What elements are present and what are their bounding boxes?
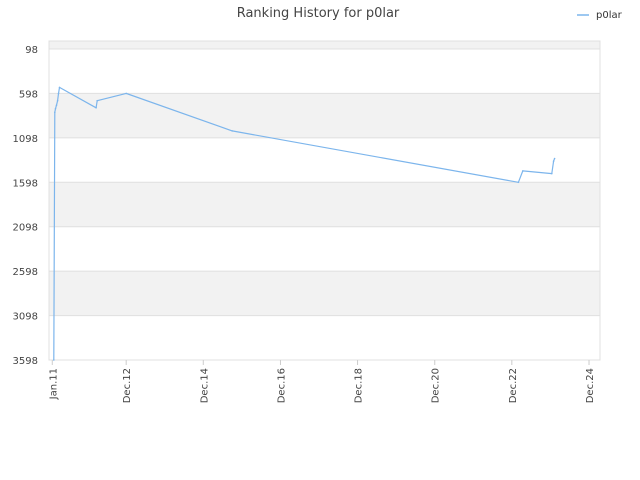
data-point — [553, 157, 556, 160]
data-point — [96, 99, 98, 102]
plot-bands — [49, 41, 600, 316]
grid-lines — [48, 40, 601, 361]
data-point — [95, 107, 97, 109]
data-point — [55, 104, 58, 106]
data-point — [53, 359, 55, 361]
data-point — [517, 181, 520, 184]
data-point — [125, 92, 127, 95]
data-point — [58, 86, 61, 89]
series-line-p0lar — [53, 86, 556, 361]
y-tick-label: 598 — [19, 89, 38, 100]
x-tick-label: Dec.18 — [354, 368, 365, 403]
x-tick-label: Dec.20 — [431, 368, 442, 403]
y-tick-label: 1098 — [13, 134, 38, 145]
x-tick-label: Dec.16 — [276, 368, 287, 403]
chart-title: Ranking History for p0lar — [237, 6, 400, 21]
x-tick-label: Dec.14 — [199, 368, 210, 403]
data-point — [552, 160, 555, 162]
legend: p0lar — [577, 10, 623, 21]
x-tick-label: Dec.12 — [122, 368, 133, 403]
data-point — [231, 130, 233, 132]
y-tick-label: 2098 — [13, 223, 38, 234]
data-point — [57, 92, 60, 95]
y-tick-label: 98 — [25, 45, 38, 56]
y-axis-ticks: 98 598 1098 1598 2098 2598 3098 3598 — [13, 45, 38, 367]
y-tick-label: 2598 — [13, 267, 38, 278]
data-point — [56, 99, 59, 102]
y-tick-label: 3598 — [13, 356, 38, 367]
data-point — [54, 111, 56, 114]
data-point — [54, 107, 57, 110]
legend-label: p0lar — [596, 10, 623, 21]
y-tick-label: 3098 — [13, 312, 38, 323]
plot-band — [49, 271, 600, 316]
series-layer — [53, 86, 556, 361]
x-axis-ticks: Jan.11 Dec.12 Dec.14 Dec.16 Dec.18 Dec.20 Dec.… — [48, 360, 596, 403]
y-tick-label: 1598 — [13, 178, 38, 189]
plot-top-strip — [49, 41, 600, 49]
x-tick-label: Dec.22 — [508, 368, 519, 403]
plot-band — [49, 182, 600, 227]
x-tick-label: Jan.11 — [48, 368, 59, 400]
data-point — [522, 170, 524, 172]
plot-band — [49, 93, 600, 138]
data-point — [551, 172, 553, 175]
x-tick-label: Dec.24 — [585, 368, 596, 403]
